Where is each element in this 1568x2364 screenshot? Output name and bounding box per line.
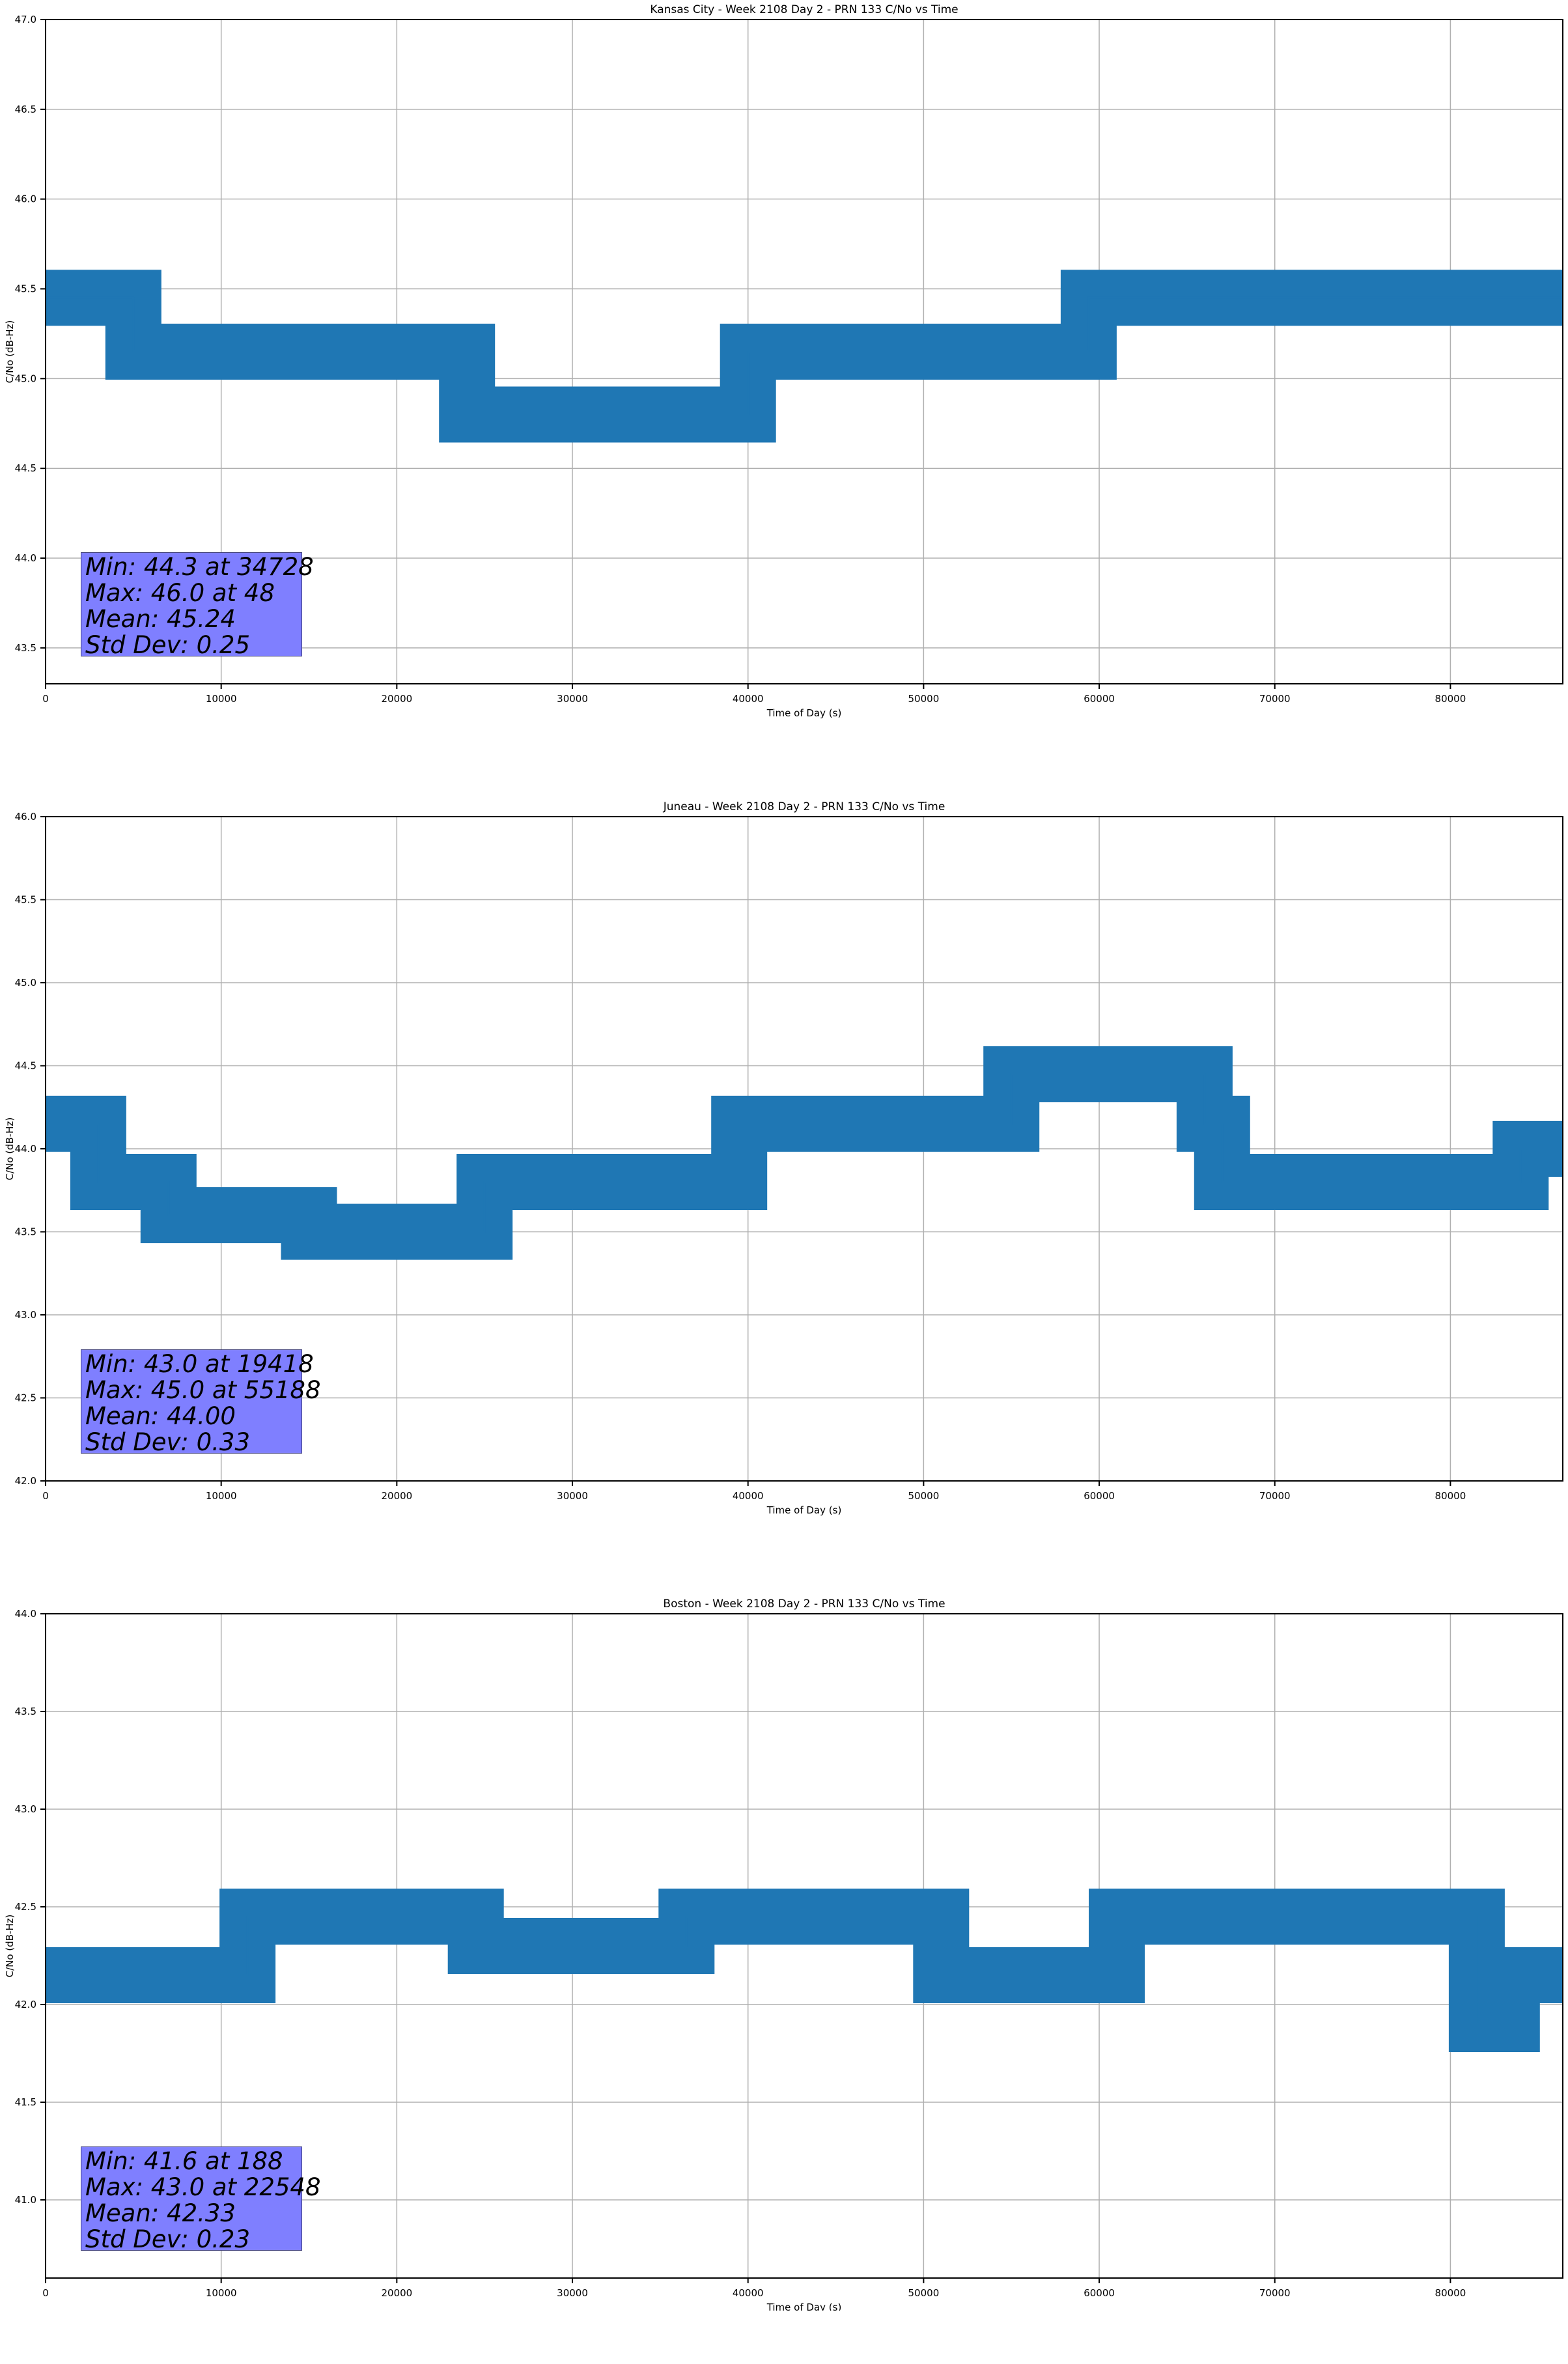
series-line [46, 1073, 1563, 1233]
series-line [46, 1915, 1563, 2025]
stat-std: Std Dev: 0.23 [85, 2225, 251, 2253]
x-tick-label: 20000 [381, 693, 412, 705]
kansas-city-chart: 0 10000 20000 30000 40000 50000 60000 70000 8000… [4, 3, 1563, 719]
juneau-chart: 0 10000 20000 30000 40000 50000 60000 70000 8000… [4, 800, 1563, 1516]
x-tick-label: 40000 [733, 1490, 764, 1502]
stat-min: Min: 43.0 at 19418 [85, 1350, 314, 1378]
x-tick-label: 80000 [1435, 1490, 1466, 1502]
series-band [46, 1889, 1563, 2052]
y-tick-label: 41.0 [15, 2194, 36, 2206]
x-tick-label: 60000 [1084, 1490, 1115, 1502]
y-tick-label: 42.0 [15, 1475, 36, 1487]
boston-chart: 0 10000 20000 30000 40000 50000 60000 70000 8000… [4, 1597, 1563, 2311]
stat-max: Max: 43.0 at 22548 [85, 2173, 321, 2201]
y-tick-label: 45.0 [15, 373, 36, 384]
x-tick-label: 20000 [381, 1490, 412, 1502]
stat-max: Max: 45.0 at 55188 [85, 1376, 321, 1404]
y-tick-label: 45.5 [15, 894, 36, 906]
chart-title: Kansas City - Week 2108 Day 2 - PRN 133 … [650, 3, 958, 16]
x-tick-label: 0 [42, 1490, 49, 1502]
y-tick-label: 44.0 [15, 1143, 36, 1155]
y-tick-label: 45.0 [15, 977, 36, 989]
kansas-city-stats-box: Min: 44.3 at 34728 Max: 46.0 at 48 Mean:… [81, 552, 314, 659]
stat-std: Std Dev: 0.25 [85, 631, 251, 659]
x-tick-label: 50000 [908, 693, 940, 705]
x-tick-label: 50000 [908, 1490, 940, 1502]
chart-title: Juneau - Week 2108 Day 2 - PRN 133 C/No … [663, 800, 945, 813]
x-tick-label: 10000 [206, 693, 237, 705]
stat-mean: Mean: 42.33 [85, 2199, 236, 2227]
x-tick-label: 30000 [557, 693, 588, 705]
y-tick-label: 45.5 [15, 283, 36, 295]
y-tick-label: 42.0 [15, 1999, 36, 2010]
x-tick-label: 60000 [1084, 2287, 1115, 2299]
y-tick-label: 44.0 [15, 552, 36, 564]
y-tick-label: 43.5 [15, 1706, 36, 1717]
y-tick-label: 43.5 [15, 642, 36, 654]
x-tick-label: 0 [42, 693, 49, 705]
y-tick-label: 41.5 [15, 2096, 36, 2108]
x-tick-label: 70000 [1259, 1490, 1291, 1502]
y-tick-label: 43.0 [15, 1803, 36, 1815]
juneau-stats-box: Min: 43.0 at 19418 Max: 45.0 at 55188 Me… [81, 1349, 321, 1456]
x-tick-label: 10000 [206, 2287, 237, 2299]
y-tick-label: 46.5 [15, 104, 36, 115]
y-tick-label: 43.5 [15, 1226, 36, 1238]
juneau-panel: 0 10000 20000 30000 40000 50000 60000 70000 8000… [0, 797, 1568, 1567]
x-tick-label: 30000 [557, 2287, 588, 2299]
x-axis-label: Time of Day (s) [766, 707, 842, 719]
x-tick-label: 40000 [733, 2287, 764, 2299]
x-tick-label: 70000 [1259, 2287, 1291, 2299]
stat-mean: Mean: 44.00 [85, 1402, 236, 1430]
y-tick-label: 47.0 [15, 14, 36, 25]
y-axis-label: C/No (dB-Hz) [4, 1118, 16, 1181]
stat-std: Std Dev: 0.33 [85, 1428, 251, 1456]
x-axis-label: Time of Day (s) [766, 1504, 842, 1516]
chart-title: Boston - Week 2108 Day 2 - PRN 133 C/No … [663, 1597, 945, 1611]
y-tick-label: 44.5 [15, 1060, 36, 1072]
y-tick-label: 42.5 [15, 1392, 36, 1404]
x-tick-label: 10000 [206, 1490, 237, 1502]
stat-mean: Mean: 45.24 [85, 605, 236, 633]
x-tick-label: 70000 [1259, 693, 1291, 705]
x-axis-label: Time of Day (s) [766, 2301, 842, 2311]
kansas-city-panel: 0 10000 20000 30000 40000 50000 60000 70000 8000… [0, 0, 1568, 770]
x-tick-label: 60000 [1084, 693, 1115, 705]
x-tick-label: 20000 [381, 2287, 412, 2299]
x-tick-label: 80000 [1435, 2287, 1466, 2299]
y-tick-label: 43.0 [15, 1309, 36, 1321]
y-axis-label: C/No (dB-Hz) [4, 320, 16, 384]
boston-panel: 0 10000 20000 30000 40000 50000 60000 70000 8000… [0, 1594, 1568, 2364]
series-band [46, 1046, 1563, 1260]
x-tick-label: 80000 [1435, 693, 1466, 705]
x-tick-label: 0 [42, 2287, 49, 2299]
x-tick-label: 40000 [733, 693, 764, 705]
y-tick-label: 42.5 [15, 1901, 36, 1913]
x-tick-label: 50000 [908, 2287, 940, 2299]
plot-frame [45, 19, 1563, 684]
boston-stats-box: Min: 41.6 at 188 Max: 43.0 at 22548 Mean… [81, 2146, 321, 2253]
stat-max: Max: 46.0 at 48 [85, 579, 275, 607]
series-band [46, 270, 1563, 443]
x-tick-label: 30000 [557, 1490, 588, 1502]
y-axis-label: C/No (dB-Hz) [4, 1915, 16, 1978]
y-tick-label: 46.0 [15, 811, 36, 823]
stat-min: Min: 41.6 at 188 [85, 2147, 283, 2175]
plot-frame [45, 1613, 1563, 2279]
y-tick-label: 44.0 [15, 1608, 36, 1620]
stat-min: Min: 44.3 at 34728 [85, 553, 314, 581]
y-tick-label: 46.0 [15, 193, 36, 205]
y-tick-label: 44.5 [15, 462, 36, 474]
series-line [46, 296, 1563, 415]
